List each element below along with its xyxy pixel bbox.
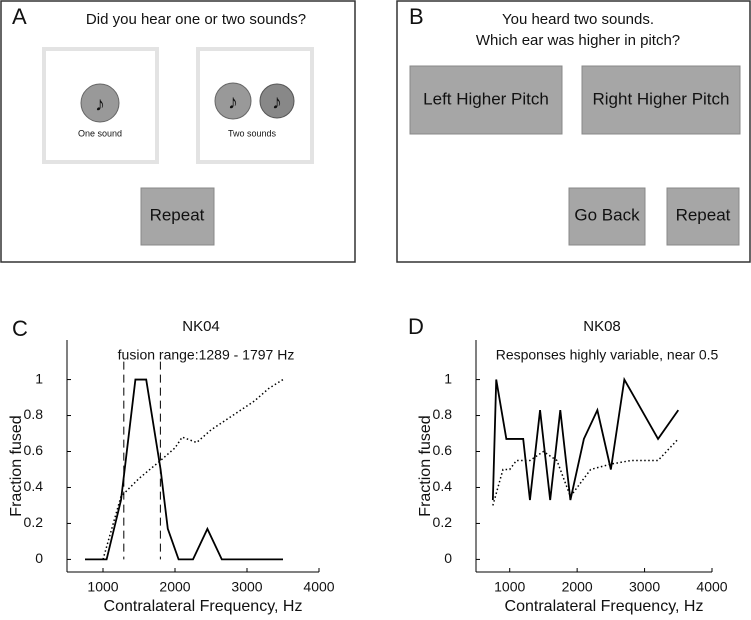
note-glyph: ♪ xyxy=(95,93,105,115)
option-two[interactable]: ♪ ♪ Two sounds xyxy=(196,47,314,164)
prompt: Which ear was higher in pitch? xyxy=(476,32,680,49)
x-tick-label: 2000 xyxy=(562,579,593,595)
button[interactable] xyxy=(140,187,215,246)
chart-title: NK04 xyxy=(182,318,220,335)
y-tick-label: 0.6 xyxy=(24,442,44,458)
x-axis-label: Contralateral Frequency, Hz xyxy=(104,598,303,615)
button-label: Right Higher Pitch xyxy=(592,89,729,108)
x-tick-label: 1000 xyxy=(87,579,118,595)
button[interactable] xyxy=(409,65,563,135)
x-axis-label: Contralateral Frequency, Hz xyxy=(505,598,704,615)
button-label: Repeat xyxy=(150,205,205,224)
prompt: You heard two sounds. xyxy=(502,11,654,28)
panel-label: A xyxy=(12,4,27,29)
music-icon xyxy=(80,83,120,123)
x-tick-label: 3000 xyxy=(629,579,660,595)
y-tick-label: 0.4 xyxy=(24,478,44,494)
y-tick-label: 1 xyxy=(444,370,452,386)
y-tick-label: 0.2 xyxy=(433,514,453,530)
music-icon xyxy=(259,83,295,119)
option-box[interactable] xyxy=(42,47,159,164)
music-icon xyxy=(214,82,252,120)
button[interactable] xyxy=(581,65,741,135)
data-line xyxy=(491,376,680,501)
button[interactable] xyxy=(666,187,740,246)
x-tick-label: 2000 xyxy=(159,579,190,595)
x-tick-label: 4000 xyxy=(696,579,727,595)
panel-label: B xyxy=(409,4,424,29)
note-glyph: ♪ xyxy=(228,91,238,113)
chart-title: NK08 xyxy=(583,318,621,335)
y-tick-label: 0.6 xyxy=(433,442,453,458)
panel-label: C xyxy=(12,316,28,341)
y-axis-label: Fraction fused xyxy=(417,415,434,516)
button-label: Go Back xyxy=(574,205,640,224)
data-line xyxy=(102,378,284,560)
y-tick-label: 1 xyxy=(35,370,43,386)
repeat-button[interactable]: Repeat xyxy=(140,187,215,246)
data-line xyxy=(492,438,679,506)
option-label: One sound xyxy=(78,128,122,138)
panel-a-frame xyxy=(0,0,356,263)
data-line xyxy=(85,378,283,561)
annotation: fusion range:1289 - 1797 Hz xyxy=(118,347,295,363)
y-tick-label: 0.8 xyxy=(24,406,44,422)
option-one[interactable]: ♪ One sound xyxy=(42,47,159,164)
prompt: Did you hear one or two sounds? xyxy=(86,11,306,28)
x-tick-label: 4000 xyxy=(303,579,334,595)
y-axis-label: Fraction fused xyxy=(8,415,25,516)
button-label: Left Higher Pitch xyxy=(423,89,549,108)
y-tick-label: 0 xyxy=(444,550,452,566)
x-tick-label: 3000 xyxy=(231,579,262,595)
button-label: Repeat xyxy=(676,205,731,224)
y-tick-label: 0.8 xyxy=(433,406,453,422)
button[interactable] xyxy=(568,187,646,246)
y-tick-label: 0 xyxy=(35,550,43,566)
option-label: Two sounds xyxy=(228,128,277,138)
panel-label: D xyxy=(408,314,424,339)
y-tick-label: 0.4 xyxy=(433,478,453,494)
panel-b-frame xyxy=(396,0,751,263)
y-tick-label: 0.2 xyxy=(24,514,44,530)
annotation: Responses highly variable, near 0.5 xyxy=(496,347,719,363)
note-glyph: ♪ xyxy=(272,91,282,113)
x-tick-label: 1000 xyxy=(494,579,525,595)
